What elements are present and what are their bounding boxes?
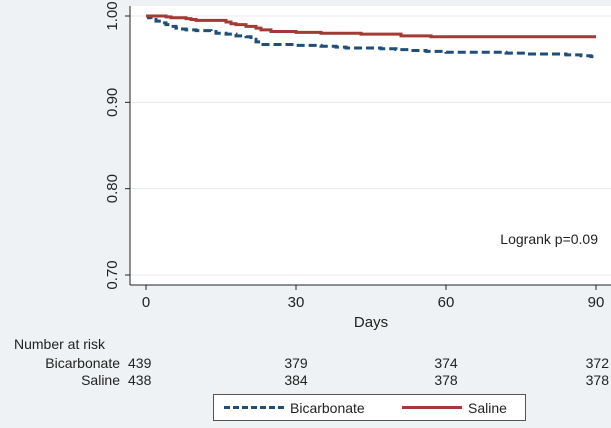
risk-value-saline-90: 378 xyxy=(586,372,610,388)
x-tick-label-0: 0 xyxy=(142,294,150,311)
risk-value-bicarbonate-90: 372 xyxy=(586,355,610,371)
risk-table-header: Number at risk xyxy=(14,336,106,352)
y-tick-label-1: 0.80 xyxy=(104,174,121,203)
y-tick-label-3: 1.00 xyxy=(104,1,121,30)
y-tick-label-0: 0.70 xyxy=(104,260,121,289)
logrank-annotation: Logrank p=0.09 xyxy=(500,231,598,247)
x-axis-title: Days xyxy=(354,314,388,331)
legend-swatch-bicarbonate xyxy=(224,406,284,409)
legend: Bicarbonate Saline xyxy=(213,394,526,421)
x-tick-label-3: 90 xyxy=(588,294,605,311)
legend-swatch-saline xyxy=(402,406,462,409)
legend-item-saline: Saline xyxy=(402,395,507,420)
legend-item-bicarbonate: Bicarbonate xyxy=(224,395,365,420)
legend-label-bicarbonate: Bicarbonate xyxy=(290,399,365,416)
series-line-bicarbonate xyxy=(146,14,596,59)
y-tick-label-2: 0.90 xyxy=(104,88,121,117)
series-line-saline xyxy=(146,14,596,39)
risk-value-bicarbonate-0: 439 xyxy=(128,355,152,371)
legend-label-saline: Saline xyxy=(468,399,507,416)
risk-value-bicarbonate-60: 374 xyxy=(434,355,458,371)
risk-value-saline-30: 384 xyxy=(284,372,308,388)
x-tick-label-2: 60 xyxy=(438,294,455,311)
risk-value-saline-60: 378 xyxy=(434,372,458,388)
risk-row-label-saline: Saline xyxy=(81,372,120,388)
risk-row-label-bicarbonate: Bicarbonate xyxy=(45,355,120,371)
x-tick-label-1: 30 xyxy=(288,294,305,311)
risk-value-bicarbonate-30: 379 xyxy=(284,355,308,371)
risk-value-saline-0: 438 xyxy=(128,372,152,388)
